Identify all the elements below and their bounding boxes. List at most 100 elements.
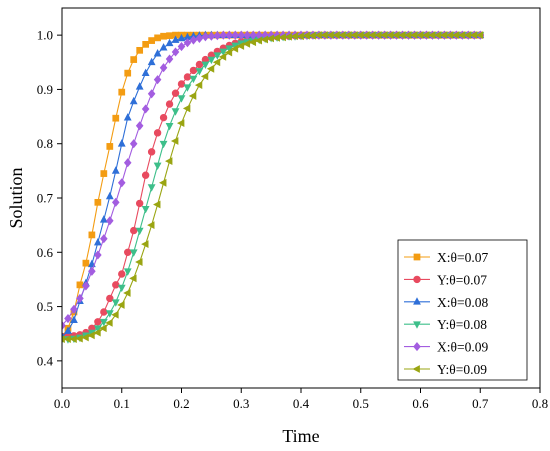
data-point: [212, 58, 221, 67]
legend-label: Y:θ=0.08: [437, 317, 487, 332]
data-point: [106, 294, 114, 303]
data-point: [99, 318, 108, 327]
data-point: [141, 104, 150, 114]
data-point: [93, 237, 102, 246]
data-point: [135, 121, 144, 131]
data-point: [135, 199, 144, 208]
data-point: [100, 308, 108, 316]
data-point: [136, 46, 144, 54]
data-point: [135, 82, 144, 90]
legend-marker: [413, 253, 421, 261]
legend-box: [397, 239, 528, 381]
data-point: [171, 89, 180, 97]
data-point: [135, 258, 143, 266]
data-point: [147, 184, 156, 192]
data-point: [153, 49, 162, 57]
data-point: [117, 139, 126, 147]
data-point: [147, 221, 155, 230]
data-point: [165, 122, 174, 131]
legend-marker: [412, 365, 420, 373]
data-point: [147, 89, 156, 99]
x-axis-ticks: 0.0 0.1 0.2 0.3 0.4 0.5 0.6 0.7 0.8: [54, 388, 548, 411]
data-point: [62, 321, 66, 331]
data-point: [141, 206, 150, 214]
data-point: [177, 95, 186, 103]
data-point: [159, 113, 168, 122]
legend-label: X:θ=0.08: [437, 295, 488, 310]
data-point: [93, 328, 101, 337]
x-tick-label: 0.0: [54, 396, 70, 411]
data-point: [165, 100, 174, 108]
data-point: [165, 54, 174, 64]
data-point: [100, 170, 108, 177]
data-point: [213, 52, 222, 60]
y-tick-label: 0.6: [37, 245, 54, 260]
data-point: [135, 227, 144, 236]
data-point: [100, 234, 108, 244]
legend: X:θ=0.07 Y:θ=0.07 X:θ=0.08 Y:θ=0.08 X:θ=0.09…: [397, 239, 528, 381]
data-point: [166, 32, 173, 40]
data-point: [165, 38, 174, 47]
data-point: [141, 171, 150, 179]
data-point: [106, 143, 114, 150]
data-point: [171, 35, 180, 43]
data-point: [141, 68, 150, 76]
data-point: [70, 315, 78, 323]
x-tick-label: 0.7: [472, 396, 489, 411]
data-point: [188, 92, 197, 100]
data-point: [118, 88, 126, 96]
data-point: [164, 157, 173, 165]
legend-marker: [413, 297, 421, 305]
data-point: [195, 60, 204, 69]
data-point: [206, 64, 215, 73]
data-point: [154, 34, 161, 42]
x-tick-label: 0.4: [293, 396, 310, 411]
data-point: [111, 299, 120, 307]
data-point: [130, 226, 138, 235]
data-point: [105, 318, 113, 327]
data-point: [182, 104, 191, 113]
data-point: [160, 32, 167, 40]
data-point: [76, 293, 84, 303]
data-point: [176, 119, 185, 127]
data-point: [82, 259, 90, 267]
legend-marker: [413, 275, 421, 284]
x-axis-title: Time: [282, 426, 319, 446]
data-point: [153, 129, 162, 137]
data-point: [142, 41, 150, 48]
x-tick-label: 0.8: [532, 396, 548, 411]
x-tick-label: 0.1: [114, 396, 130, 411]
data-point: [201, 32, 210, 42]
data-point: [242, 39, 251, 48]
data-point: [231, 30, 240, 40]
data-point: [124, 248, 132, 256]
data-point: [225, 30, 234, 40]
legend-entry: Y:θ=0.08: [404, 317, 487, 332]
data-point: [248, 38, 257, 47]
data-point: [123, 289, 131, 297]
data-point: [88, 231, 96, 239]
legend-entry: Y:θ=0.09: [404, 362, 487, 377]
data-point: [123, 113, 132, 121]
y-tick-label: 1.0: [37, 28, 53, 43]
data-point: [183, 38, 192, 48]
data-point: [87, 331, 95, 340]
data-point: [117, 178, 126, 188]
y-tick-label: 0.7: [37, 191, 54, 206]
y-axis-title: Solution: [6, 167, 26, 228]
data-point: [117, 284, 126, 293]
data-point: [105, 310, 114, 318]
data-point: [177, 33, 186, 42]
data-point: [70, 304, 78, 314]
data-point: [207, 56, 216, 65]
data-point: [129, 274, 137, 283]
data-point: [82, 281, 90, 291]
data-point: [201, 61, 210, 70]
data-point: [99, 215, 108, 223]
data-point: [99, 324, 107, 333]
y-tick-label: 0.9: [37, 82, 53, 97]
legend-entry: X:θ=0.07: [404, 250, 488, 265]
data-point: [219, 30, 228, 40]
data-point: [88, 266, 96, 276]
data-point: [171, 108, 180, 116]
